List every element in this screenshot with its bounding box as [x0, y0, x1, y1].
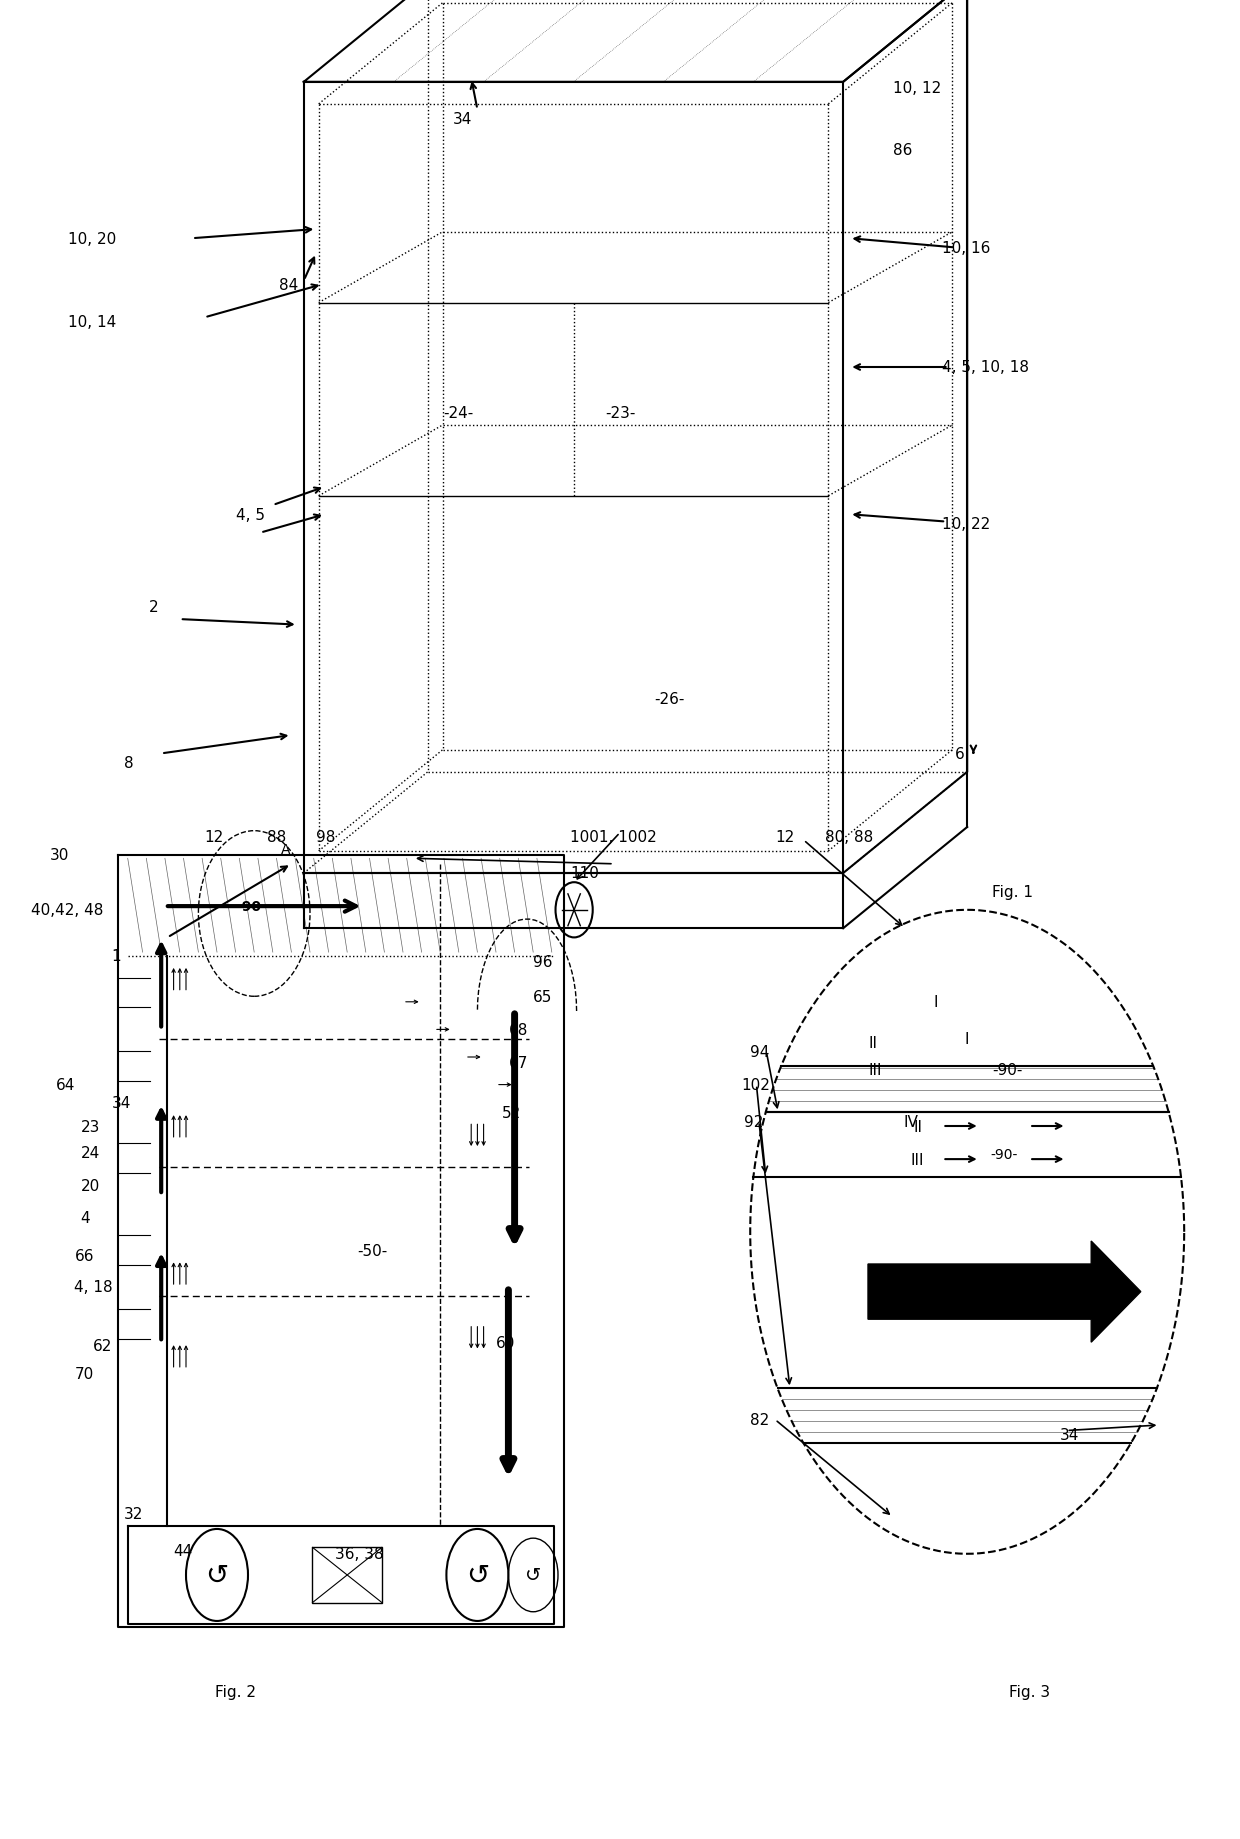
Text: 23: 23 — [81, 1120, 100, 1135]
Text: III: III — [868, 1063, 882, 1078]
Text: 86: 86 — [893, 143, 913, 158]
Text: I: I — [934, 995, 939, 1010]
Text: 70: 70 — [74, 1366, 94, 1381]
Text: 98: 98 — [316, 829, 336, 844]
Text: IV: IV — [960, 1274, 975, 1291]
Text: 4: 4 — [81, 1210, 91, 1225]
Text: 40,42, 48: 40,42, 48 — [31, 903, 103, 918]
Text: 12: 12 — [205, 829, 224, 844]
Text: 30: 30 — [50, 848, 69, 862]
Text: 44: 44 — [174, 1543, 193, 1558]
Text: 68: 68 — [508, 1022, 528, 1037]
Text: 1: 1 — [112, 949, 122, 964]
Text: 8: 8 — [124, 756, 134, 771]
Text: 67: 67 — [508, 1056, 528, 1070]
Text: 4, 5: 4, 5 — [236, 508, 264, 522]
Text: ↺: ↺ — [525, 1565, 542, 1585]
Text: Fig. 2: Fig. 2 — [215, 1685, 257, 1699]
Text: 10, 20: 10, 20 — [68, 232, 117, 246]
Text: II: II — [868, 1035, 877, 1050]
Text: 4, 5, 10, 18: 4, 5, 10, 18 — [942, 360, 1029, 375]
Text: 32: 32 — [124, 1506, 144, 1521]
Text: 10, 22: 10, 22 — [942, 517, 991, 531]
Text: 20: 20 — [81, 1179, 100, 1194]
Text: 92: 92 — [744, 1114, 764, 1129]
Text: 34: 34 — [1060, 1427, 1080, 1442]
Text: 24: 24 — [81, 1146, 100, 1160]
FancyArrow shape — [868, 1241, 1141, 1342]
Text: 6: 6 — [955, 747, 965, 761]
Text: -50-: -50- — [357, 1243, 387, 1258]
Text: 82: 82 — [750, 1412, 770, 1427]
Text: 10, 14: 10, 14 — [68, 314, 117, 329]
Text: 52: 52 — [502, 1105, 522, 1120]
Text: 34: 34 — [112, 1096, 131, 1111]
Text: 60: 60 — [496, 1335, 516, 1350]
Text: Fig. 3: Fig. 3 — [1008, 1685, 1050, 1699]
Text: 96: 96 — [533, 954, 553, 969]
Text: II: II — [913, 1118, 923, 1135]
Text: -24-: -24- — [444, 406, 474, 421]
Text: 66: 66 — [74, 1249, 94, 1263]
Text: ↺: ↺ — [206, 1561, 228, 1589]
Text: 88: 88 — [267, 829, 286, 844]
Text: 80, 88: 80, 88 — [825, 829, 873, 844]
Text: 34: 34 — [453, 112, 472, 127]
Text: 36, 38: 36, 38 — [335, 1547, 383, 1561]
Text: -90-: -90- — [992, 1063, 1022, 1078]
Text: 10, 12: 10, 12 — [893, 81, 941, 96]
Text: IV: IV — [904, 1114, 919, 1129]
Text: -26-: -26- — [655, 691, 684, 706]
Text: 10, 16: 10, 16 — [942, 241, 991, 256]
Bar — [312, 1548, 382, 1602]
Text: III: III — [911, 1151, 924, 1168]
Text: 2: 2 — [149, 600, 159, 614]
Text: 1001, 1002: 1001, 1002 — [570, 829, 657, 844]
Text: -90-: -90- — [237, 899, 267, 914]
Text: 4, 18: 4, 18 — [74, 1280, 113, 1295]
Text: 62: 62 — [93, 1339, 113, 1354]
Text: I: I — [965, 1032, 970, 1046]
Text: 12: 12 — [775, 829, 795, 844]
Text: ↺: ↺ — [466, 1561, 489, 1589]
Text: 65: 65 — [533, 989, 553, 1004]
Text: 84: 84 — [279, 278, 299, 292]
Text: 110: 110 — [570, 866, 599, 881]
Text: 64: 64 — [56, 1078, 76, 1092]
Text: -90-: -90- — [991, 1148, 1018, 1160]
Text: 94: 94 — [750, 1045, 770, 1059]
Text: Fig. 1: Fig. 1 — [992, 885, 1033, 899]
Text: A: A — [280, 842, 290, 857]
Text: 102: 102 — [742, 1078, 770, 1092]
Text: -23-: -23- — [605, 406, 635, 421]
